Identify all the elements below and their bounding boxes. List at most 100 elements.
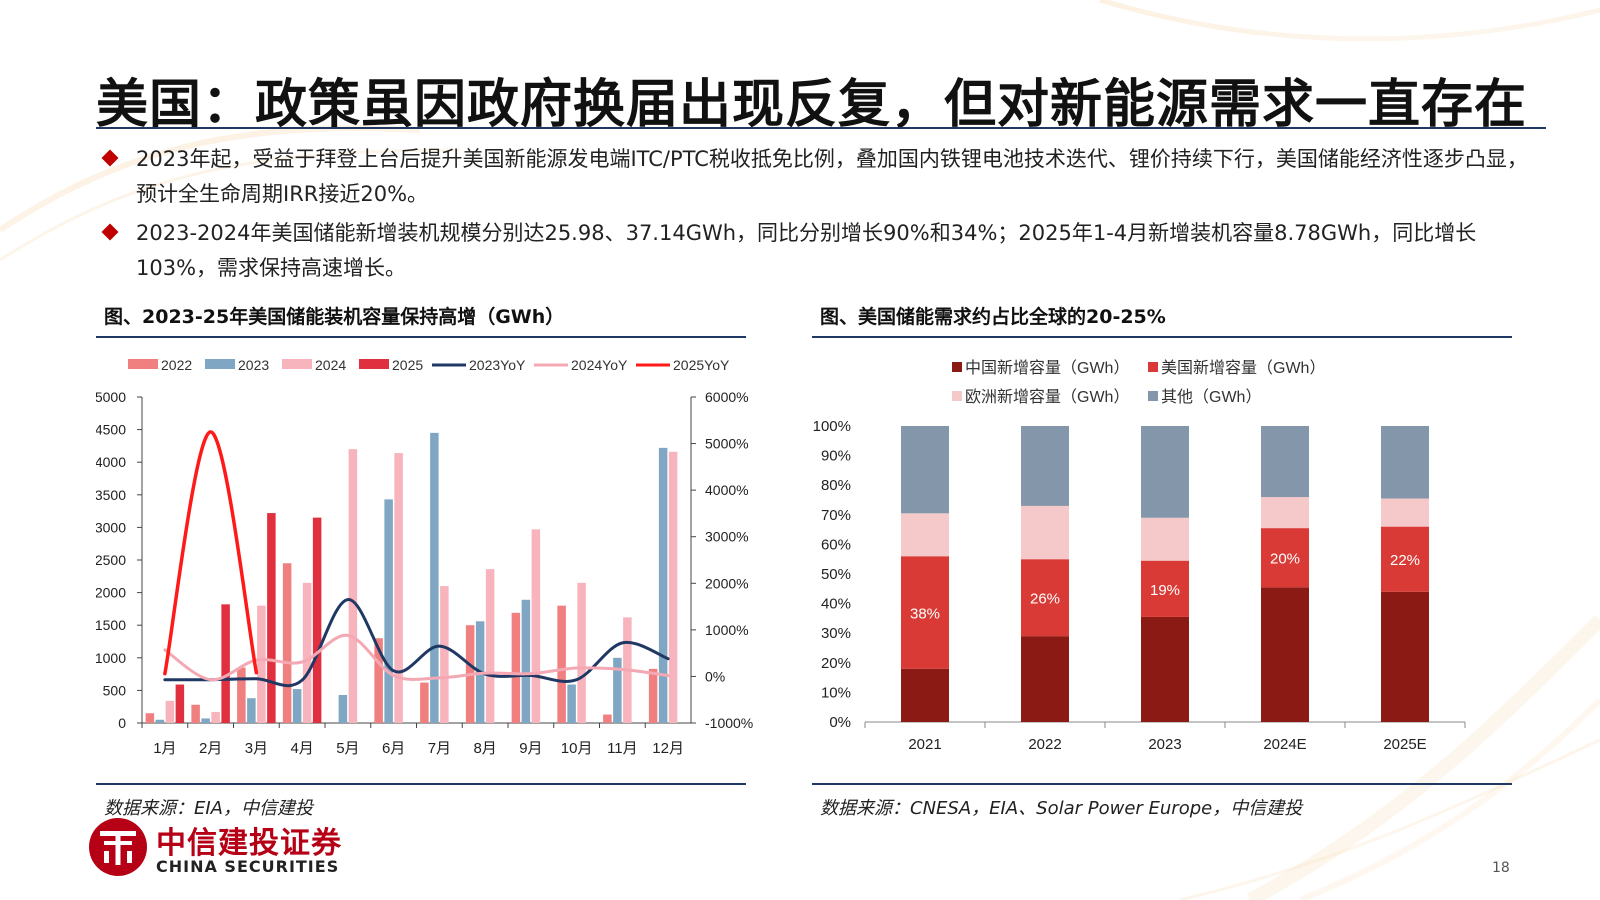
page-number: 18	[1492, 860, 1510, 876]
stacked-bar-segment	[1261, 497, 1309, 529]
y-tick-label: 20%	[821, 655, 851, 672]
x-tick-label: 12月	[652, 740, 684, 757]
legend-label: 2024	[315, 357, 346, 373]
stacked-bar-segment	[1381, 591, 1429, 722]
y-tick-label: 500	[103, 682, 127, 698]
bar-2022	[557, 605, 566, 723]
bar-2024	[485, 569, 495, 723]
legend-label: 美国新增容量（GWh）	[1161, 359, 1325, 377]
stacked-bar-segment	[1261, 528, 1309, 588]
y-tick-label: 0	[118, 715, 126, 731]
bar-2023	[430, 432, 439, 723]
y-tick-label: 50%	[821, 566, 851, 583]
bar-2025	[175, 684, 185, 723]
legend-label: 中国新增容量（GWh）	[965, 359, 1129, 377]
bullet-text: 2023年起，受益于拜登上台后提升美国新能源发电端ITC/PTC税收抵免比例，叠…	[136, 147, 1528, 206]
left-source: 数据来源：EIA，中信建投	[104, 798, 313, 819]
right-figure-divider	[812, 336, 1512, 338]
stacked-bar-segment	[1141, 517, 1189, 561]
x-tick-label: 2022	[1028, 736, 1061, 753]
logo-english-name: CHINA SECURITIES	[156, 857, 340, 876]
bar-2022	[374, 638, 383, 723]
legend-swatch	[952, 391, 962, 401]
y2-tick-label: 1000%	[705, 622, 749, 638]
bar-2022	[282, 563, 292, 723]
x-tick-label: 2023	[1148, 736, 1181, 753]
y-tick-label: 1000	[96, 650, 126, 666]
y-tick-label: 2000	[96, 585, 126, 601]
bar-2025	[221, 604, 230, 723]
stacked-bar-segment	[1141, 560, 1189, 617]
x-tick-label: 5月	[336, 740, 359, 757]
diamond-bullet-icon	[101, 223, 119, 241]
stacked-bar-segment	[1381, 426, 1429, 499]
stacked-bar-segment	[1021, 636, 1069, 722]
bar-2022	[145, 713, 155, 723]
bar-2023	[658, 447, 668, 723]
legend-swatch	[1148, 362, 1158, 372]
bar-2023	[521, 599, 531, 723]
bar-2023	[338, 694, 348, 723]
data-label: 20%	[1270, 551, 1300, 568]
y2-tick-label: 4000%	[705, 482, 749, 498]
left-figure-divider	[96, 336, 746, 338]
stacked-bar-segment	[1141, 426, 1189, 518]
legend-label: 2025YoY	[673, 357, 730, 373]
bar-2022	[603, 714, 612, 723]
stacked-bar-segment	[901, 513, 949, 557]
x-tick-label: 7月	[428, 740, 451, 757]
y-tick-label: 3000	[96, 519, 126, 535]
legend-swatch	[952, 362, 962, 372]
y2-tick-label: 5000%	[705, 436, 749, 452]
x-tick-label: 11月	[607, 740, 638, 757]
legend-label: 欧洲新增容量（GWh）	[965, 388, 1129, 406]
x-tick-label: 2025E	[1383, 736, 1426, 753]
y-tick-label: 2500	[96, 552, 126, 568]
legend-label: 2024YoY	[571, 357, 628, 373]
legend-swatch	[205, 359, 235, 369]
x-tick-label: 9月	[519, 740, 542, 757]
legend-label: 2023	[238, 357, 269, 373]
y-tick-label: 4500	[96, 422, 126, 438]
monthly-capacity-chart: 0 500 1000 1500 2000 2500 3000 3500 4000 4500 5000…	[96, 357, 753, 757]
bar-2024	[531, 529, 541, 723]
y-tick-label: 0%	[829, 714, 851, 731]
stacked-bar-segment	[1381, 498, 1429, 527]
bullet-text: 2023-2024年美国储能新增装机规模分别达25.98、37.14GWh，同比…	[136, 221, 1477, 280]
bar-2025	[312, 517, 322, 723]
legend-label: 2025	[392, 357, 423, 373]
y-tick-label: 5000	[96, 389, 126, 405]
bar-2022	[420, 682, 429, 723]
stacked-bar-segment	[1261, 587, 1309, 722]
bar-2022	[191, 704, 200, 723]
bar-2024	[668, 451, 678, 723]
title-divider	[96, 127, 1546, 129]
bar-2024	[394, 453, 403, 723]
bullet-item: 2023-2024年美国储能新增装机规模分别达25.98、37.14GWh，同比…	[100, 216, 1540, 286]
legend-label: 2023YoY	[469, 357, 526, 373]
bar-2023	[567, 684, 576, 723]
x-tick-label: 2月	[199, 740, 222, 757]
right-source: 数据来源：CNESA，EIA、Solar Power Europe，中信建投	[820, 798, 1303, 819]
y-tick-label: 4000	[96, 454, 126, 470]
bullet-item: 2023年起，受益于拜登上台后提升美国新能源发电端ITC/PTC税收抵免比例，叠…	[100, 142, 1540, 212]
bar-2024	[211, 711, 220, 723]
y-tick-label: 30%	[821, 625, 851, 642]
bullet-list: 2023年起，受益于拜登上台后提升美国新能源发电端ITC/PTC税收抵免比例，叠…	[100, 142, 1540, 290]
legend-label: 其他（GWh）	[1161, 388, 1261, 406]
stacked-bar-segment	[901, 426, 949, 514]
x-tick-label: 4月	[290, 740, 313, 757]
logo-chinese-name: 中信建投证券	[156, 826, 342, 861]
bar-2023	[292, 689, 302, 723]
y-tick-label: 60%	[821, 536, 851, 553]
bar-2023	[155, 719, 165, 723]
bar-2023	[247, 698, 256, 723]
data-label: 19%	[1150, 582, 1180, 599]
x-tick-label: 6月	[382, 740, 405, 757]
left-bottom-divider	[96, 783, 746, 785]
y-tick-label: 10%	[821, 684, 851, 701]
bar-2025	[267, 513, 276, 723]
bar-2024	[165, 700, 175, 723]
data-label: 22%	[1390, 552, 1420, 569]
